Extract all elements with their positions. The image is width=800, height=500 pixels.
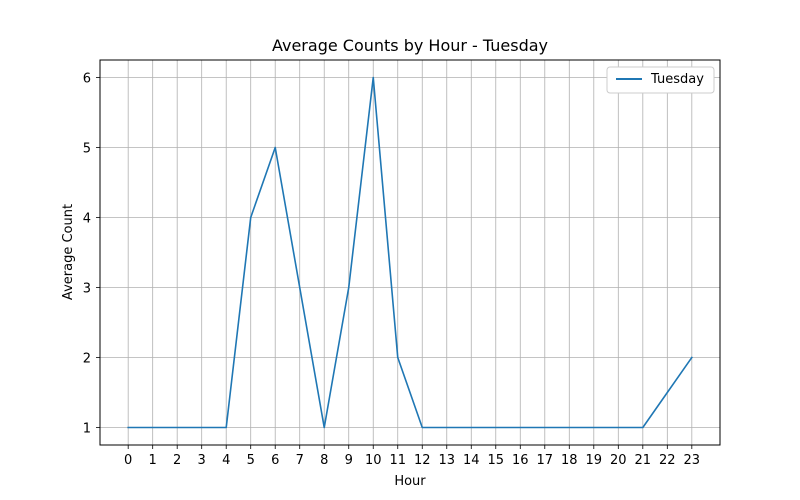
y-axis-ticks: 1 2 3 4 5 6 [83, 72, 100, 437]
x-tick-label-10: 10 [365, 453, 382, 468]
x-tick-label-6: 6 [271, 453, 279, 468]
y-tick-label-6: 6 [83, 72, 91, 87]
x-tick-label-23: 23 [684, 453, 701, 468]
x-tick-label-20: 20 [610, 453, 627, 468]
y-tick-label-1: 1 [83, 422, 91, 437]
y-tick-label-2: 2 [83, 352, 91, 367]
x-axis-title: Hour [394, 474, 426, 489]
chart-title: Average Counts by Hour - Tuesday [272, 36, 548, 55]
plot-area-frame [99, 59, 721, 446]
x-tick-label-12: 12 [414, 453, 431, 468]
x-tick-label-2: 2 [173, 453, 181, 468]
y-tick-label-5: 5 [83, 142, 91, 157]
x-tick-label-19: 19 [586, 453, 603, 468]
x-axis-ticks: 0 1 2 3 4 5 6 7 8 9 10 11 12 13 14 15 16 17 18 19 20 21 22 23 [124, 445, 700, 468]
y-tick-label-4: 4 [83, 212, 91, 227]
x-tick-label-16: 16 [512, 453, 529, 468]
x-tick-label-18: 18 [561, 453, 578, 468]
y-axis-title: Average Count [61, 204, 76, 300]
x-tick-label-13: 13 [438, 453, 455, 468]
x-tick-label-1: 1 [149, 453, 157, 468]
x-tick-label-8: 8 [320, 453, 328, 468]
x-tick-label-9: 9 [345, 453, 353, 468]
x-tick-label-15: 15 [487, 453, 504, 468]
series-line-tuesday [127, 76, 693, 429]
x-tick-label-5: 5 [247, 453, 255, 468]
x-tick-label-11: 11 [389, 453, 406, 468]
x-tick-label-21: 21 [635, 453, 652, 468]
x-tick-label-0: 0 [124, 453, 132, 468]
x-tick-label-3: 3 [198, 453, 206, 468]
legend-box [606, 66, 715, 94]
x-tick-label-14: 14 [463, 453, 480, 468]
x-tick-label-4: 4 [222, 453, 230, 468]
x-tick-label-7: 7 [296, 453, 304, 468]
x-tick-label-22: 22 [659, 453, 676, 468]
legend: Tuesday [606, 66, 715, 94]
x-tick-label-17: 17 [537, 453, 554, 468]
legend-label-tuesday: Tuesday [650, 72, 704, 87]
series-layer [127, 76, 693, 429]
grid-lines [100, 60, 720, 445]
y-tick-label-3: 3 [83, 282, 91, 297]
